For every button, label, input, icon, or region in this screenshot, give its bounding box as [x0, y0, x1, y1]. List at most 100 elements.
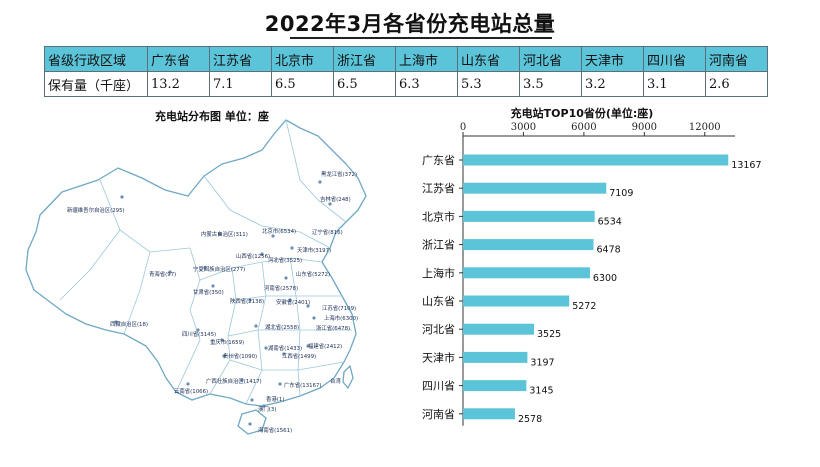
map-label: 陕西省(2138)	[230, 297, 264, 305]
table-cell-value: 6.5	[333, 71, 396, 97]
map-label: 新疆维吾尔自治区(295)	[67, 206, 125, 214]
map-label: 上海市(6300)	[324, 314, 358, 322]
map-title: 充电站分布图 单位：座	[155, 110, 269, 123]
category-label: 河北省	[422, 323, 455, 336]
map-label: 吉林省(248)	[320, 195, 351, 203]
table-cell-value: 6.3	[395, 71, 458, 97]
table-cell-province: 江苏省	[209, 46, 272, 72]
map-label: 四川省(3145)	[182, 330, 216, 338]
table-row-header-holdings: 保有量（千座）	[44, 71, 148, 97]
table-cell-province: 浙江省	[333, 46, 396, 72]
table-cell-province: 河南省	[705, 46, 768, 72]
map-label: 广西壮族自治区(1417)	[206, 377, 262, 385]
map-label: 浙江省(6478)	[316, 324, 350, 332]
bar-value-label: 6478	[597, 245, 621, 256]
table-cell-value: 2.6	[705, 71, 768, 97]
category-label: 浙江省	[422, 239, 455, 252]
table-cell-province: 山东省	[457, 46, 520, 72]
bar-value-label: 3145	[529, 386, 553, 397]
category-label: 四川省	[422, 380, 455, 393]
hainan-outline	[237, 409, 267, 435]
table-cell-province: 北京市	[271, 46, 334, 72]
category-label: 北京市	[422, 209, 455, 223]
map-label: 江苏省(7109)	[322, 304, 356, 312]
chart-title: 充电站TOP10省份(单位:座)	[511, 106, 654, 120]
map-label: 江西省(1499)	[282, 352, 316, 360]
category-label: 山东省	[422, 295, 455, 308]
map-label: 海南省(1561)	[258, 426, 292, 434]
table-row-header-region: 省级行政区域	[44, 46, 148, 72]
bar	[463, 154, 729, 166]
map-label: 黑龙江省(372)	[321, 170, 357, 178]
table-cell-value: 13.2	[147, 71, 210, 97]
bar	[463, 239, 594, 251]
province-border	[227, 329, 352, 337]
map-label: 福建省(2412)	[308, 342, 342, 350]
map-label: 山东省(5272)	[296, 270, 330, 278]
map-label: 内蒙古自治区(311)	[201, 230, 248, 238]
table-cell-province: 天津市	[581, 46, 644, 72]
x-tick-label: 6000	[571, 122, 596, 133]
x-tick-label: 9000	[632, 122, 657, 133]
map-outline	[25, 119, 367, 407]
table-cell-value: 6.5	[271, 71, 334, 97]
map-label: 广东省(13167)	[284, 381, 322, 389]
table-cell-value: 5.3	[457, 71, 520, 97]
province-border	[175, 247, 201, 393]
map-label: 云南省(1066)	[174, 387, 208, 395]
bar-value-label: 3525	[537, 329, 561, 340]
table-row-values: 保有量（千座） 13.2 7.1 6.5 6.5 6.3 5.3 3.5 3.2…	[44, 71, 768, 97]
map-label: 安徽省(2401)	[276, 298, 310, 306]
province-border	[203, 175, 331, 249]
category-label: 天津市	[422, 350, 455, 364]
bar-value-label: 5272	[572, 301, 596, 312]
bar	[463, 295, 570, 307]
map-label: 河北省(3525)	[268, 256, 302, 264]
province-border	[59, 229, 121, 301]
map-label: 甘肃省(350)	[193, 288, 224, 296]
category-label: 河南省	[422, 408, 455, 421]
map-label: 澳门(3)	[258, 405, 276, 413]
x-tick-label: 12000	[689, 122, 721, 133]
map-label: 西藏自治区(18)	[110, 320, 148, 328]
map-label: 辽宁省(816)	[312, 228, 343, 236]
map-label: 香港(1)	[266, 395, 284, 403]
summary-table: 省级行政区域 广东省 江苏省 北京市 浙江省 上海市 山东省 河北省 天津市 四…	[44, 46, 768, 97]
x-tick-label: 0	[460, 122, 466, 133]
taiwan-outline	[342, 365, 354, 389]
x-tick-label: 3000	[511, 122, 536, 133]
map-label: 河南省(2578)	[264, 284, 298, 292]
province-border	[99, 179, 191, 253]
bar	[463, 351, 528, 363]
bar	[463, 182, 607, 194]
bar-value-label: 3197	[530, 357, 554, 368]
province-border	[235, 295, 342, 301]
page-title: 2022年3月各省份充电站总量	[264, 12, 556, 36]
province-border	[285, 119, 347, 223]
province-border	[123, 251, 151, 335]
map-label: 宁夏回族自治区(277)	[193, 265, 245, 273]
title-underline	[290, 37, 552, 39]
category-label: 江苏省	[422, 182, 455, 195]
map-label: 山西省(1256)	[236, 252, 270, 260]
map-label: 湖南省(1433)	[268, 344, 302, 352]
map-label: 青海省(97)	[149, 270, 176, 278]
table-cell-province: 广东省	[147, 46, 210, 72]
map-label: 台湾	[330, 377, 341, 385]
province-border	[229, 359, 345, 371]
map-label: 天津市(3197)	[297, 246, 331, 254]
table-cell-value: 3.5	[519, 71, 582, 97]
map-label: 重庆市(1659)	[210, 338, 244, 346]
table-row-provinces: 省级行政区域 广东省 江苏省 北京市 浙江省 上海市 山东省 河北省 天津市 四…	[44, 46, 768, 72]
bar-value-label: 6534	[598, 216, 622, 227]
map-label: 贵州省(1090)	[223, 352, 257, 360]
table-cell-value: 3.1	[643, 71, 706, 97]
bar	[463, 408, 515, 420]
bar-value-label: 13167	[731, 160, 761, 171]
table-cell-value: 7.1	[209, 71, 272, 97]
table-cell-province: 四川省	[643, 46, 706, 72]
bar-value-label: 7109	[609, 188, 633, 199]
bar-value-label: 6300	[593, 273, 617, 284]
category-label: 上海市	[422, 266, 455, 280]
